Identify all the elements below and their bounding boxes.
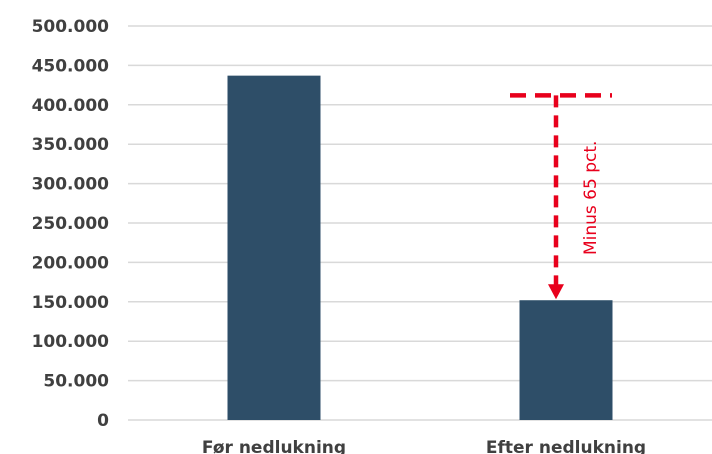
gridlines — [128, 25, 712, 421]
y-tick-label: 200.000 — [32, 253, 110, 273]
y-tick-label: 350.000 — [32, 135, 110, 155]
x-category-label: Efter nedlukning — [486, 438, 646, 454]
y-tick-label: 450.000 — [32, 56, 110, 76]
x-axis-category-labels: Før nedlukning Efter nedlukning — [202, 438, 646, 454]
y-axis-tick-labels: 0 50.000 100.000 150.000 200.000 250.000 300.0… — [32, 17, 110, 431]
y-tick-label: 500.000 — [32, 17, 110, 37]
x-category-label: Før nedlukning — [202, 438, 346, 454]
y-tick-label: 50.000 — [43, 372, 109, 392]
y-tick-label: 150.000 — [32, 293, 110, 313]
y-tick-label: 400.000 — [32, 96, 110, 116]
reduction-annotation-label: Minus 65 pct. — [581, 141, 601, 255]
y-tick-label: 100.000 — [32, 332, 110, 352]
bar — [227, 75, 321, 421]
bar — [519, 300, 613, 420]
y-tick-label: 250.000 — [32, 214, 110, 234]
reduction-arrowhead-icon — [548, 284, 564, 300]
bars — [227, 75, 613, 421]
y-tick-label: 0 — [97, 411, 109, 431]
reduction-annotation: Minus 65 pct. — [510, 93, 612, 300]
y-tick-label: 300.000 — [32, 175, 110, 195]
